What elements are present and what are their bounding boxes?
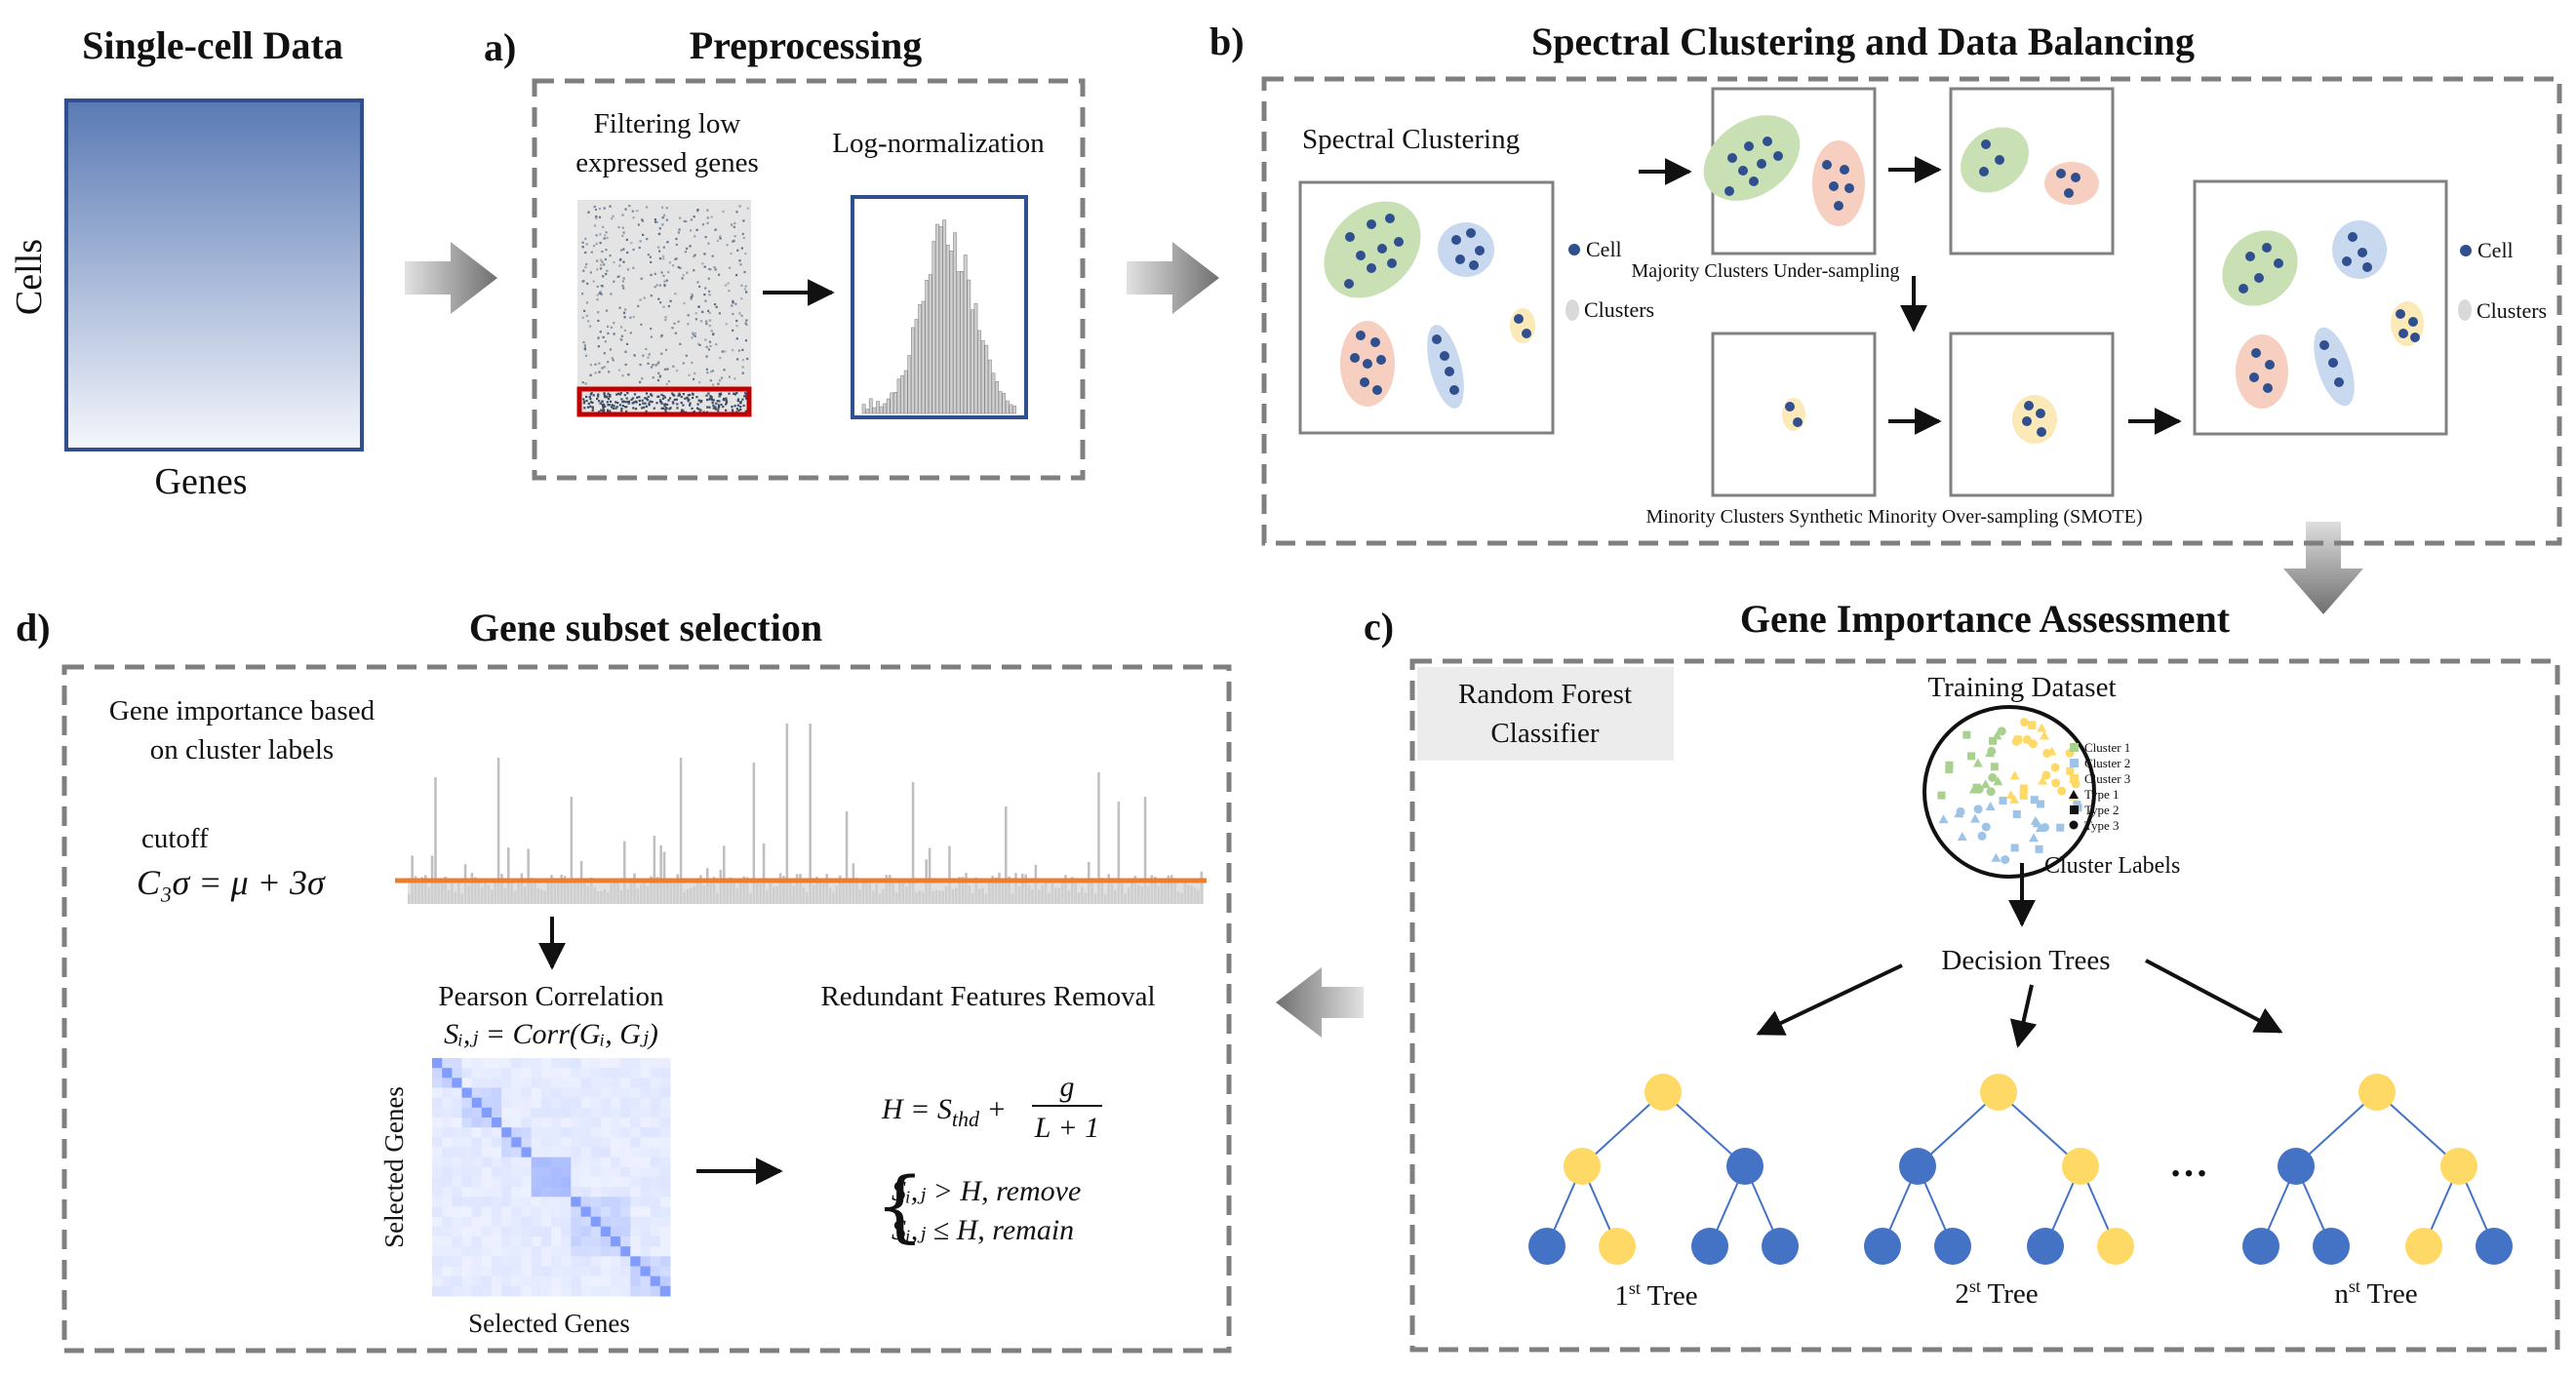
cutoff-formula: C₃σ = μ + 3σ bbox=[137, 863, 326, 902]
rf-classifier-box bbox=[1417, 667, 1674, 761]
balanced-plot bbox=[2193, 179, 2448, 436]
preprocessing-section: a) Preprocessing Filtering low expressed… bbox=[484, 23, 1086, 481]
rules-brace: { bbox=[875, 1160, 925, 1251]
majority-after-plot bbox=[1949, 87, 2115, 255]
legend-cluster2: Cluster 2 bbox=[2084, 756, 2130, 770]
decision-trees bbox=[1528, 1074, 2513, 1265]
preprocessing-title: Preprocessing bbox=[690, 23, 923, 67]
redundant-label: Redundant Features Removal bbox=[820, 981, 1155, 1012]
legend-clusters-label-right: Clusters bbox=[2477, 298, 2547, 323]
flow-arrow-right-1 bbox=[405, 242, 497, 314]
pearson-label: Pearson Correlation bbox=[438, 981, 664, 1012]
spectral-title: Spectral Clustering and Data Balancing bbox=[1531, 20, 2195, 63]
spectral-box bbox=[1261, 76, 2562, 546]
filter-label-line1: Filtering low bbox=[594, 108, 741, 139]
arrow-treen bbox=[2145, 959, 2283, 1034]
training-dataset-circle bbox=[1922, 705, 2096, 879]
svg-text:H = Sthd +: H = Sthd + bbox=[881, 1093, 1007, 1131]
panel-label-d: d) bbox=[16, 606, 51, 649]
panel-label-b: b) bbox=[1209, 20, 1245, 63]
tree1-label: 1st Tree bbox=[1614, 1278, 1697, 1312]
minority-before-plot bbox=[1711, 332, 1877, 497]
legend-cell-marker-right bbox=[2460, 245, 2472, 256]
lognorm-label: Log-normalization bbox=[832, 128, 1045, 159]
cluster-blue bbox=[1438, 222, 1494, 277]
single-cell-section: Single-cell Data Cells Genes bbox=[9, 23, 364, 502]
correlation-heatmap bbox=[432, 1058, 671, 1297]
majority-before-plot bbox=[1703, 87, 1877, 255]
flow-arrow-down bbox=[2283, 522, 2363, 614]
majority-caption: Majority Clusters Under-sampling bbox=[1631, 260, 1899, 282]
legend-type3: Type 3 bbox=[2084, 818, 2120, 833]
treen-label: nst Tree bbox=[2334, 1276, 2417, 1310]
legend-cluster-marker-right bbox=[2458, 299, 2472, 321]
importance-label-line2: on cluster labels bbox=[150, 734, 334, 765]
training-legend: Cluster 1 Cluster 2 Cluster 3 Type 1 Typ… bbox=[2069, 740, 2130, 833]
preprocessing-box bbox=[532, 78, 1086, 481]
importance-box bbox=[1409, 658, 2560, 1353]
legend-type1: Type 1 bbox=[2084, 787, 2120, 802]
rule-remove: Sᵢ,ⱼ > H, remove bbox=[892, 1175, 1081, 1207]
cluster-labels-label: Cluster Labels bbox=[2044, 853, 2180, 879]
arrow-tree2 bbox=[2009, 984, 2038, 1048]
filter-label-line2: expressed genes bbox=[575, 147, 759, 178]
rf-label-line1: Random Forest bbox=[1458, 679, 1632, 710]
legend-cluster3: Cluster 3 bbox=[2084, 771, 2130, 786]
panel-label-c: c) bbox=[1364, 605, 1394, 648]
legend-cluster-marker bbox=[1565, 299, 1579, 321]
legend-type2: Type 2 bbox=[2084, 803, 2120, 817]
decision-trees-label: Decision Trees bbox=[1941, 945, 2110, 976]
arrow-tree1 bbox=[1756, 963, 1903, 1036]
flow-arrow-left bbox=[1276, 967, 1364, 1038]
importance-title: Gene Importance Assessment bbox=[1740, 597, 2231, 641]
minority-caption: Minority Clusters Synthetic Minority Ove… bbox=[1645, 506, 2142, 528]
legend-cell-label-right: Cell bbox=[2477, 238, 2514, 262]
training-dataset-label: Training Dataset bbox=[1927, 672, 2116, 703]
lognorm-histogram bbox=[851, 195, 1028, 419]
heatmap-x-label: Selected Genes bbox=[468, 1309, 630, 1338]
h-formula: H = Sthd + g L + 1 bbox=[881, 1071, 1102, 1144]
cell-dots bbox=[1344, 214, 1531, 395]
svg-text:L + 1: L + 1 bbox=[1034, 1112, 1099, 1144]
legend-clusters-label: Clusters bbox=[1584, 297, 1654, 322]
cutoff-label: cutoff bbox=[141, 823, 209, 854]
heatmap-y-label: Selected Genes bbox=[379, 1086, 409, 1248]
legend-cluster1: Cluster 1 bbox=[2084, 740, 2130, 755]
legend-cell-label: Cell bbox=[1586, 237, 1622, 261]
low-expression-highlight bbox=[576, 386, 752, 417]
filter-scatter-plot bbox=[576, 200, 752, 417]
expression-matrix bbox=[64, 98, 364, 451]
importance-section: c) Gene Importance Assessment Random For… bbox=[1364, 597, 2560, 1353]
gene-subset-section: d) Gene subset selection Gene importance… bbox=[16, 606, 1232, 1353]
legend-cell-marker bbox=[1568, 244, 1580, 255]
cluster-yellow bbox=[1510, 308, 1535, 343]
cluster-green bbox=[1324, 201, 1421, 298]
tree2-label: 2st Tree bbox=[1955, 1276, 2038, 1310]
svg-text:g: g bbox=[1060, 1071, 1075, 1103]
clustering-plot bbox=[1298, 180, 1555, 435]
trees-ellipsis: … bbox=[2169, 1141, 2208, 1185]
pearson-formula: Sᵢ,ⱼ = Corr(Gᵢ, Gⱼ) bbox=[444, 1018, 658, 1050]
single-cell-title: Single-cell Data bbox=[82, 23, 343, 67]
flow-arrow-right-2 bbox=[1127, 242, 1219, 314]
rule-remain: Sᵢ,ⱼ ≤ H, remain bbox=[892, 1214, 1074, 1246]
spectral-section: b) Spectral Clustering and Data Balancin… bbox=[1209, 20, 2562, 546]
spectral-clustering-label: Spectral Clustering bbox=[1302, 124, 1520, 155]
minority-after-plot bbox=[1949, 332, 2115, 497]
gene-subset-title: Gene subset selection bbox=[469, 606, 822, 649]
panel-label-a: a) bbox=[484, 25, 516, 69]
genes-axis-label: Genes bbox=[155, 461, 248, 502]
cells-axis-label: Cells bbox=[9, 239, 50, 315]
gene-importance-bars bbox=[408, 724, 1204, 904]
importance-label-line1: Gene importance based bbox=[109, 695, 376, 726]
rf-label-line2: Classifier bbox=[1490, 718, 1599, 749]
gene-subset-box bbox=[61, 664, 1232, 1353]
